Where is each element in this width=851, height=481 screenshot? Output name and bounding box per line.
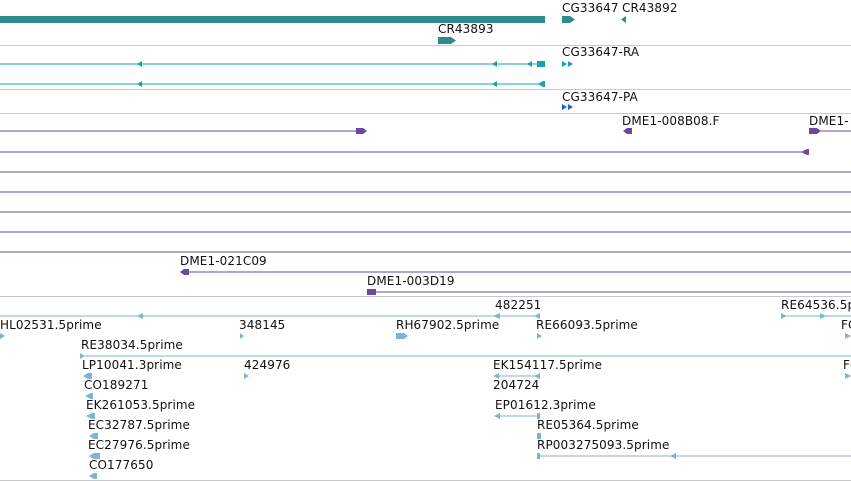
gene-feature-bar[interactable]: [0, 16, 545, 23]
gene-CR43892-glyph[interactable]: [621, 16, 626, 23]
protein-track: [562, 104, 573, 110]
est-RE38034-glyph[interactable]: [80, 353, 85, 359]
est-label[interactable]: EP01612.3prime: [495, 398, 596, 412]
est-EC32787-glyph[interactable]: [89, 433, 98, 439]
clone-DME1-008B08-glyph[interactable]: [623, 128, 632, 134]
est-label[interactable]: EC27976.5prime: [88, 438, 190, 452]
est-HL02531-glyph[interactable]: [0, 333, 5, 339]
est-CO177650-glyph[interactable]: [89, 473, 97, 479]
est-RE64536-glyph[interactable]: [781, 313, 787, 319]
track-separator: [0, 89, 851, 90]
clone-label[interactable]: DME1-003D19: [367, 274, 455, 288]
est-arrow: [670, 453, 676, 459]
gene-CG33647-glyph[interactable]: [562, 16, 575, 23]
est-424976-glyph[interactable]: [244, 373, 249, 379]
est-label[interactable]: EC32787.5prime: [88, 418, 190, 432]
est-arrow: [820, 313, 826, 319]
transcript-CG33647-RA-glyph[interactable]: [562, 61, 567, 67]
est-label[interactable]: HL02531.5prime: [0, 318, 102, 332]
est-RE66093-glyph[interactable]: [537, 333, 542, 339]
transcript-arrow: [137, 81, 142, 87]
est-348145-glyph[interactable]: [240, 333, 244, 339]
gene-label[interactable]: CR43892: [622, 1, 678, 15]
transcript-arrow: [137, 61, 142, 67]
gene-label[interactable]: CG33647: [562, 1, 619, 15]
est-EP01612-glyph[interactable]: [494, 413, 500, 419]
gene-CR43893-glyph[interactable]: [438, 37, 456, 44]
track-separator: [0, 113, 851, 114]
est-EC27976-glyph[interactable]: [89, 453, 100, 459]
est-482251-glyph[interactable]: [493, 313, 500, 319]
protein-CG33647-PA-glyph[interactable]: [562, 104, 567, 110]
est-482251-glyph[interactable]: [534, 313, 540, 319]
est-RP003275093-glyph[interactable]: [537, 453, 540, 459]
protein-CG33647-PA-glyph[interactable]: [568, 104, 573, 110]
clone-track: [0, 128, 851, 295]
track-separator: [0, 45, 851, 46]
est-FC-glyph[interactable]: [845, 333, 851, 339]
est-label[interactable]: EK261053.5prime: [86, 398, 196, 412]
est-label[interactable]: 482251: [495, 298, 542, 312]
transcript-arrow: [492, 81, 497, 87]
est-EP01612-glyph[interactable]: [537, 413, 540, 419]
est-label[interactable]: RE66093.5prime: [536, 318, 638, 332]
est-label[interactable]: RE05364.5prime: [537, 418, 639, 432]
est-LP10041-glyph[interactable]: [83, 373, 92, 379]
est-label[interactable]: EK154117.5prime: [493, 358, 603, 372]
clone-DME1-003D19-glyph[interactable]: [367, 289, 376, 295]
transcript-CG33647-RA-glyph[interactable]: [568, 61, 573, 67]
est-label[interactable]: 424976: [244, 358, 291, 372]
transcript-arrow: [492, 61, 497, 67]
protein-label[interactable]: CG33647-PA: [562, 90, 638, 104]
est-EK154117-glyph[interactable]: [534, 373, 540, 379]
transcript-arrow: [527, 61, 532, 67]
transcript-exon[interactable]: [537, 61, 545, 67]
transcript-label[interactable]: CG33647-RA: [562, 45, 640, 59]
clone-label[interactable]: DME1-021C09: [180, 254, 267, 268]
est-label[interactable]: RE64536.5p: [781, 298, 851, 312]
est-label[interactable]: 204724: [493, 378, 540, 392]
est-label[interactable]: RP003275093.5prime: [537, 438, 670, 452]
est-label[interactable]: CO177650: [89, 458, 154, 472]
clone-end-glyph[interactable]: [801, 149, 809, 155]
est-label[interactable]: 348145: [239, 318, 286, 332]
gene-track: [0, 16, 626, 44]
est-EK154117-glyph[interactable]: [493, 373, 499, 379]
transcript-exon[interactable]: [538, 81, 545, 87]
clone-DME1-021C09-glyph[interactable]: [180, 269, 189, 275]
clone-end-glyph[interactable]: [356, 128, 367, 134]
est-arrow: [137, 313, 143, 319]
clone-DME1-glyph[interactable]: [809, 128, 821, 134]
track-separator: [0, 296, 851, 297]
est-track: [0, 313, 851, 479]
est-EK261053-glyph[interactable]: [86, 413, 95, 419]
est-RE05364-glyph[interactable]: [537, 433, 541, 439]
est-RH67902-glyph[interactable]: [396, 333, 408, 339]
est-label[interactable]: FC: [843, 358, 851, 372]
transcript-track: [0, 61, 573, 87]
est-label[interactable]: FC: [841, 318, 851, 332]
est-label[interactable]: LP10041.3prime: [82, 358, 182, 372]
gene-label[interactable]: CR43893: [438, 22, 494, 36]
clone-label[interactable]: DME1-008B08.F: [622, 114, 720, 128]
est-FC-glyph[interactable]: [845, 373, 851, 379]
est-label[interactable]: RH67902.5prime: [396, 318, 500, 332]
clone-label[interactable]: DME1-: [809, 114, 849, 128]
est-CO189271-glyph[interactable]: [85, 393, 93, 399]
est-label[interactable]: RE38034.5prime: [81, 338, 183, 352]
est-label[interactable]: CO189271: [84, 378, 149, 392]
